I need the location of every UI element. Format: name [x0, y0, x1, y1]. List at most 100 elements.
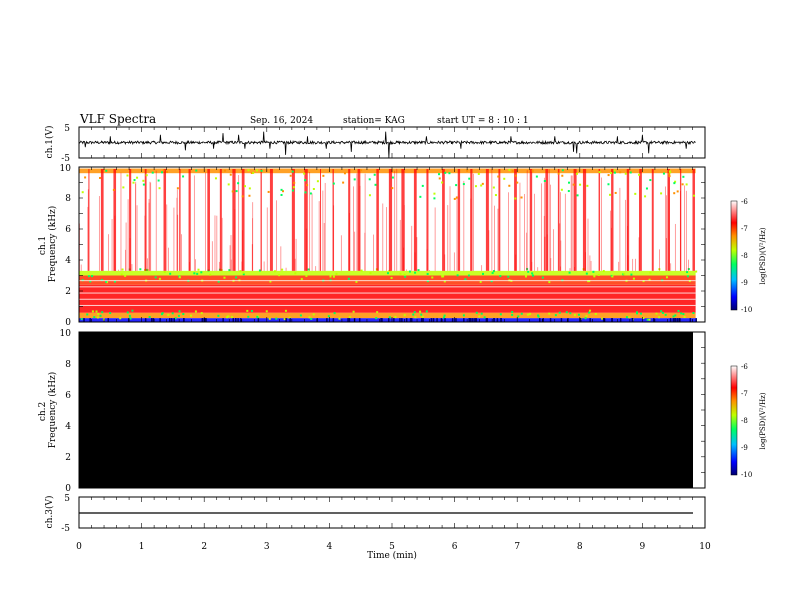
spectrogram-speckle [492, 186, 495, 189]
spectrogram-streak [193, 175, 195, 271]
spectrogram-streak [473, 173, 474, 271]
spectrogram-speckle [360, 269, 363, 272]
spectrogram-speckle [451, 318, 454, 322]
spectrogram-streak [470, 198, 472, 271]
spectrogram-speckle [468, 177, 471, 180]
spectrogram-speckle [514, 197, 517, 200]
spectrogram-speckle [291, 170, 294, 173]
spectrogram-speckle [265, 310, 268, 313]
spectrogram-speckle [157, 179, 160, 182]
spectrogram-speckle [610, 172, 613, 175]
spectrogram-speckle [241, 195, 244, 198]
spectrogram-speckle [222, 318, 224, 322]
spectrogram-event [207, 169, 210, 271]
spectrogram-speckle [455, 318, 457, 322]
spectrogram-speckle [687, 268, 690, 271]
ch2-colorbar-tick-m9: -9 [741, 444, 748, 452]
spectrogram-speckle [376, 311, 379, 314]
spectrogram-speckle [169, 318, 171, 322]
spectrogram-streak [463, 180, 465, 271]
spectrogram-speckle [631, 318, 634, 322]
spectrogram-speckle [228, 269, 231, 272]
spectrogram-speckle [401, 318, 403, 322]
ch2-spectrogram-ylabel: ch.2 Frequency (kHz) [38, 372, 58, 449]
ch2-colorbar-tick-m10: -10 [741, 471, 752, 479]
spectrogram-speckle [414, 316, 417, 319]
spectrogram-speckle [660, 192, 663, 195]
spectrogram-streak [280, 246, 282, 271]
spectrogram-speckle [492, 270, 495, 273]
spectrogram-speckle [312, 313, 315, 316]
ch2-spectrogram-ticks [78, 331, 706, 489]
spectrogram-streak [627, 225, 628, 271]
spectrogram-streak [205, 172, 206, 271]
spectrogram-speckle [98, 176, 101, 179]
spectrogram-streak [515, 254, 517, 271]
spectrogram-streak [426, 249, 428, 271]
spectrogram-speckle [695, 270, 698, 273]
spectrogram-speckle [585, 314, 588, 317]
spectrogram-speckle [497, 175, 500, 178]
spectrogram-speckle [426, 272, 429, 275]
spectrogram-speckle [305, 274, 308, 277]
spectrogram-speckle [300, 278, 303, 281]
spectrogram-streak [120, 172, 122, 271]
ch3-waveform-panel: 5 -5 ch.3(V) [44, 494, 706, 534]
spectrogram-streak [587, 218, 589, 271]
spectrogram-event [100, 169, 104, 271]
spectrogram-streak [639, 175, 640, 271]
spectrogram-speckle [243, 185, 246, 188]
spectrogram-streak [589, 255, 591, 271]
spectrogram-speckle [142, 183, 145, 186]
spectrogram-speckle [348, 318, 351, 322]
spectrogram-speckle [649, 179, 652, 182]
spectrogram-speckle [403, 273, 406, 276]
spectrogram-speckle [474, 185, 477, 188]
xtick-3: 3 [264, 542, 270, 552]
ch2-colorbar-label: log(PSD)(V²/Hz) [759, 392, 767, 449]
spectrogram-speckle [237, 318, 239, 322]
spectrogram-speckle [554, 314, 557, 317]
spectrogram-streak [524, 193, 525, 271]
spectrogram-speckle [369, 272, 372, 275]
spectrogram-speckle [531, 272, 534, 275]
spectrogram-speckle [124, 274, 127, 277]
ch1-spectrogram-panel: 0 2 4 6 8 10 ch.1 Frequency (kHz) [38, 164, 706, 328]
spectrogram-speckle [217, 280, 220, 283]
spectrogram-event [332, 169, 334, 271]
spectrogram-speckle [653, 318, 655, 322]
spectrogram-streak [356, 173, 358, 271]
spectrogram-speckle [558, 311, 561, 314]
spectrogram-streak [177, 214, 179, 271]
spectrogram-speckle [464, 278, 467, 281]
spectrogram-speckle [661, 311, 664, 314]
spectrogram-streak [359, 185, 361, 271]
spectrogram-speckle [417, 269, 420, 272]
spectrogram-event [232, 169, 236, 271]
spectrogram-speckle [174, 317, 177, 320]
spectrogram-speckle [91, 310, 94, 313]
spectrogram-speckle [668, 175, 671, 178]
spectrogram-speckle [542, 318, 544, 322]
spectrogram-event [304, 169, 308, 271]
spectrogram-streak [526, 170, 528, 271]
spectrogram-streak [382, 203, 384, 271]
spectrogram-speckle [529, 312, 532, 315]
spectrogram-streak [118, 269, 119, 271]
spectrogram-speckle [486, 318, 489, 322]
spectrogram-event [129, 169, 132, 271]
spectrogram-streak [618, 261, 620, 271]
spectrogram-streak [429, 269, 430, 271]
spectrogram-speckle [669, 318, 672, 322]
x-axis-tick-labels: 0 1 2 3 4 5 6 7 8 9 10 [76, 542, 711, 552]
spectrogram-speckle [444, 171, 447, 174]
spectrogram-speckle [611, 275, 614, 278]
spectrogram-speckle [511, 310, 514, 313]
spectrogram-speckle [258, 269, 261, 272]
spectrogram-streak [584, 252, 586, 271]
spectrogram-speckle [410, 318, 413, 322]
spectrogram-speckle [537, 314, 540, 317]
spectrogram-speckle [433, 192, 436, 195]
ch1-spectrogram-ylabel-line2: Frequency (kHz) [47, 206, 58, 283]
spectrogram-speckle [695, 318, 697, 322]
